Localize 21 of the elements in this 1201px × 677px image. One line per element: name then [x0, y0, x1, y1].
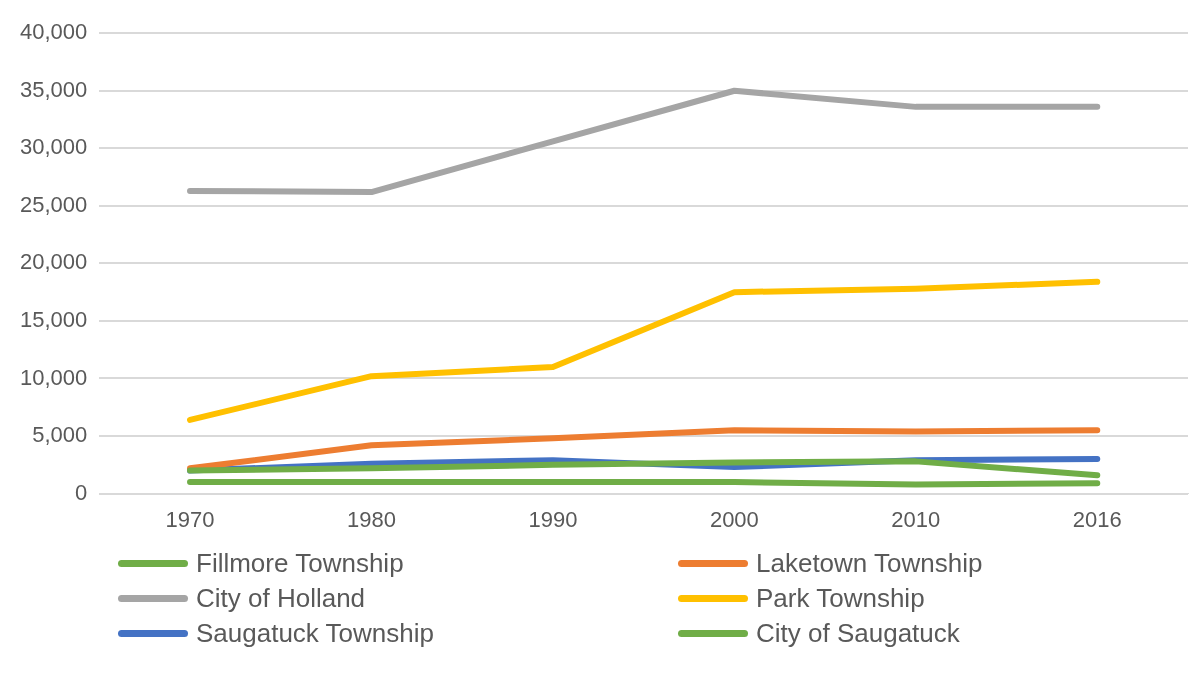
- y-tick-label: 35,000: [19, 76, 88, 102]
- legend-label: Fillmore Township: [196, 548, 404, 579]
- legend-label: Saugatuck Township: [196, 618, 435, 649]
- legend-label: City of Holland: [196, 583, 366, 614]
- y-tick-label: 10,000: [19, 364, 88, 390]
- x-tick-label: 1970: [165, 506, 215, 532]
- y-tick-label: 40,000: [19, 19, 88, 45]
- legend-label: Laketown Township: [756, 548, 983, 579]
- y-tick-label: 25,000: [19, 191, 88, 217]
- y-tick-label: 30,000: [19, 134, 88, 160]
- y-tick-label: 15,000: [19, 307, 88, 333]
- legend-label: Park Township: [756, 583, 925, 614]
- y-tick-label: 5,000: [32, 422, 88, 448]
- y-tick-label: 0: [75, 479, 88, 505]
- x-tick-label: 1980: [346, 506, 396, 532]
- y-tick-label: 20,000: [19, 249, 88, 275]
- x-tick-label: 2010: [891, 506, 941, 532]
- x-tick-label: 1990: [528, 506, 578, 532]
- x-tick-label: 2000: [709, 506, 759, 532]
- legend-label: City of Saugatuck: [756, 618, 960, 649]
- x-tick-label: 2016: [1072, 506, 1122, 532]
